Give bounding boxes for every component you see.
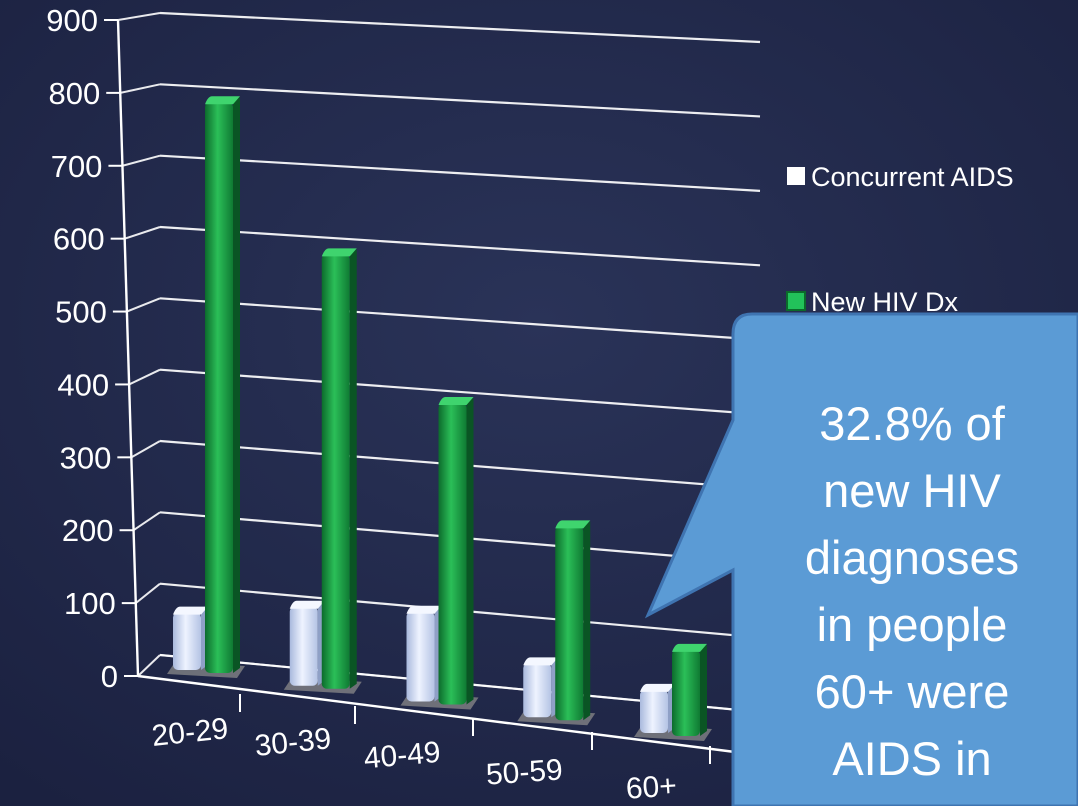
callout-text-line: in people [817, 598, 1008, 651]
gridline-side [117, 12, 161, 21]
bar-new-hiv-dx [438, 396, 474, 705]
bar-top [321, 248, 357, 257]
bar-new-hiv-dx [672, 643, 707, 736]
bar-side [233, 97, 240, 673]
bar-side [349, 249, 357, 689]
bar-concurrent-aids [289, 600, 325, 686]
legend-item-new-hiv-dx: New HIV Dx [786, 287, 959, 317]
gridline-side [124, 226, 161, 240]
gridline [159, 83, 761, 118]
bar-top [640, 683, 675, 692]
legend-label: New HIV Dx [811, 287, 959, 317]
bar-concurrent-aids [406, 605, 442, 702]
bar-top [672, 643, 707, 652]
y-axis-ticks: 0 100 200 300 400 500 600 700 800 900 [46, 3, 138, 694]
gridline-side [130, 440, 161, 459]
gridline [159, 154, 761, 192]
callout-text-line: new HIV [823, 464, 1001, 517]
gridline-side [128, 368, 161, 386]
bar-top [173, 606, 208, 615]
bar-concurrent-aids [173, 606, 208, 670]
y-tick-label: 500 [55, 295, 107, 330]
gridline-side [135, 582, 161, 604]
x-axis-line [137, 674, 736, 754]
bar-side [466, 397, 474, 705]
bar-front [672, 649, 700, 736]
gridline-side [120, 83, 161, 94]
bar-front [289, 606, 318, 686]
callout-text-line: 32.8% of [819, 397, 1005, 450]
x-category-label: 30-39 [253, 722, 333, 763]
callout-text-line: AIDS in [832, 732, 991, 785]
bars [167, 96, 712, 741]
bar-top [406, 605, 442, 614]
bar-top [523, 657, 559, 666]
bar-side [700, 644, 707, 736]
y-tick-label: 600 [53, 222, 105, 257]
x-category-label: 40-49 [363, 736, 442, 776]
gridline-side [132, 511, 161, 532]
gridline [159, 368, 761, 416]
x-category-label: 50-59 [485, 753, 564, 791]
gridline-side [122, 154, 161, 167]
bar-front [438, 402, 467, 705]
callout-shape [644, 312, 1078, 806]
x-category-label: 60+ [625, 769, 678, 805]
x-category-label: 20-29 [150, 712, 230, 753]
callout-text-line: diagnoses [805, 531, 1019, 584]
bar-front [523, 663, 552, 718]
gridline [159, 225, 761, 267]
bar-concurrent-aids [523, 657, 559, 718]
bar-front [173, 612, 201, 670]
annotation-callout: 32.8% of new HIV diagnoses in people 60+ wer… [644, 312, 1078, 806]
callout-text-line: 60+ were [815, 665, 1010, 718]
y-tick-label: 700 [51, 149, 103, 184]
gridline [159, 297, 761, 341]
bar-front [555, 526, 584, 721]
bar-top [438, 396, 474, 405]
y-tick-label: 800 [48, 76, 100, 111]
y-tick-label: 0 [101, 659, 118, 694]
bar-new-hiv-dx [555, 520, 591, 721]
gridline [159, 11, 761, 44]
y-tick-label: 900 [46, 3, 98, 38]
y-axis-line [116, 19, 140, 677]
x-axis-categories: 20-29 30-39 40-49 50-59 60+ [150, 694, 711, 806]
gridline-side [137, 654, 161, 677]
gridline-side [126, 297, 161, 313]
y-tick-label: 300 [60, 440, 112, 475]
y-tick-label: 200 [62, 513, 114, 548]
bar-front [640, 689, 668, 733]
legend-swatch [786, 291, 806, 311]
legend-label: Concurrent AIDS [811, 162, 1014, 192]
bar-top [289, 600, 325, 609]
bar-front [205, 102, 233, 673]
bar-top [555, 520, 591, 529]
legend-item-concurrent-aids: Concurrent AIDS [787, 162, 1014, 192]
bar-front [406, 611, 435, 702]
legend-swatch [787, 167, 805, 185]
bar-new-hiv-dx [205, 96, 240, 673]
bar-top [205, 96, 240, 105]
legend: Concurrent AIDS New HIV Dx [786, 162, 1014, 317]
y-tick-label: 400 [57, 367, 109, 402]
bar-front [321, 254, 350, 689]
bar-concurrent-aids [640, 683, 675, 733]
bar-new-hiv-dx [321, 248, 357, 689]
y-tick-label: 100 [64, 586, 116, 621]
bar-side [583, 521, 591, 721]
